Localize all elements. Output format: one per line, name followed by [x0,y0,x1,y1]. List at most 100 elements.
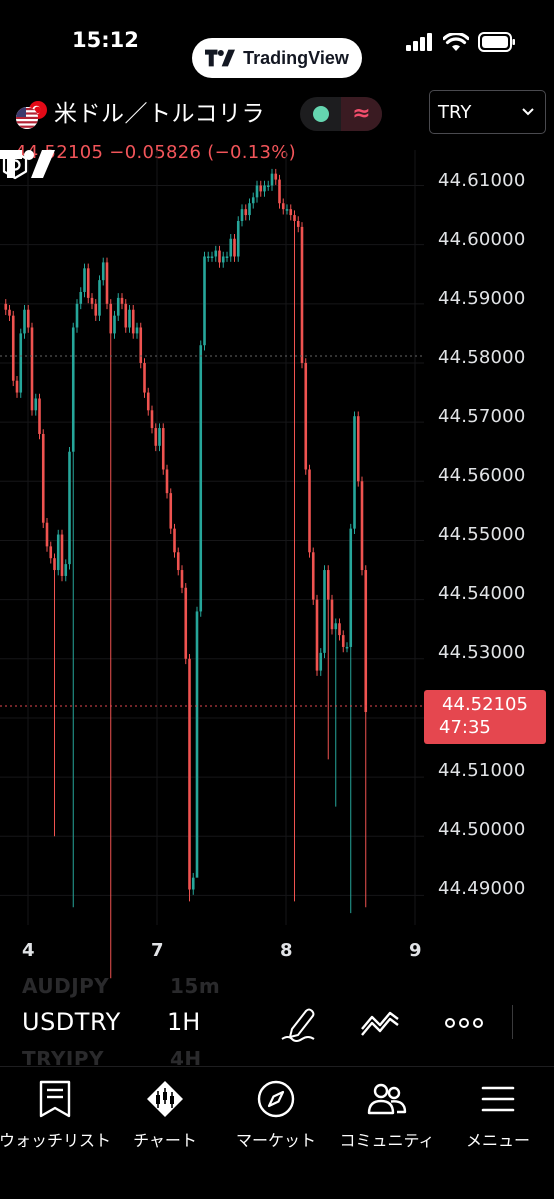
candle-body [101,262,105,281]
candle-body [236,220,240,257]
candle-body [68,451,71,565]
price-axis-label: 44.59000 [438,288,526,309]
usd-try-flag-icon [16,101,47,129]
candle-body [169,493,173,529]
nav-label: チャート [133,1131,197,1150]
candle-body [161,428,165,470]
candle-body [353,416,356,529]
candle-body [83,268,86,292]
candle-body [165,469,169,494]
symbol-selector[interactable]: USDTRY [22,1008,121,1036]
candle-body [270,173,274,186]
candle-body [341,635,345,647]
chevron-down-icon [522,108,534,116]
price-axis-label: 44.50000 [438,819,526,840]
candle-body [251,197,255,204]
nav-label: メニュー [465,1131,530,1150]
candle-body [139,327,143,363]
candle-body [176,552,180,571]
nav-menu[interactable]: メニュー [443,1079,553,1151]
candle-body [38,398,41,434]
candle-body [11,315,15,381]
candle-body [120,297,124,304]
candle-body [311,552,315,600]
currency-value: TRY [438,101,472,123]
candle-body [26,309,30,328]
candle-body [143,362,146,393]
candle-body [263,185,266,192]
nav-market[interactable]: マーケット [221,1079,331,1151]
drawing-pen-icon[interactable] [278,1003,322,1043]
candle-body [255,185,259,198]
symbol-name[interactable]: 米ドル／トルコリラ [54,101,266,127]
candle-body [326,570,330,600]
candlestick-chart[interactable] [0,150,554,980]
app-pill[interactable]: TradingView [192,38,362,78]
nav-label: コミュニティ [339,1131,435,1150]
candle-body [131,309,135,334]
candle-body [135,327,139,334]
candle-body [199,345,203,612]
price-change: 44.52105 −0.05826 (−0.13%) [15,142,296,163]
time-axis-label: 7 [151,940,164,961]
candle-countdown: 47:35 [439,717,491,738]
chart-toolbar: AUDJPY 15m USDTRY 1H TRYJPY 4H [0,975,554,1065]
candle-body [45,522,49,547]
price-axis-label: 44.54000 [438,583,526,604]
nav-label: マーケット [235,1131,316,1150]
candle-body [330,599,334,630]
candle-body [34,398,38,411]
candle-body [203,256,206,346]
candle-body [323,570,326,653]
candle-body [214,250,218,257]
price-axis-label: 44.60000 [438,229,526,250]
price-axis-label: 44.56000 [438,465,526,486]
more-options-icon[interactable] [442,1003,486,1043]
candle-body [244,209,248,216]
candle-body [128,309,131,328]
candle-body [315,599,319,671]
currency-select[interactable]: TRY [429,90,546,134]
candle-body [334,623,338,630]
interval-selector[interactable]: 1H [167,1008,201,1036]
candle-body [259,185,263,192]
candle-body [4,303,8,310]
candle-body [184,587,188,659]
nav-chart[interactable]: チャート [110,1079,220,1151]
nav-watchlist[interactable]: ウォッチリスト [0,1079,111,1151]
system-icons [406,32,516,52]
candle-body [15,380,19,393]
price-axis-label: 44.57000 [438,406,526,427]
price-chart[interactable]: 44.61000 44.60000 44.59000 44.58000 44.5… [0,150,554,980]
candle-body [206,256,210,258]
ghost-interval: 4H [170,1047,202,1065]
candle-body [49,546,53,559]
candle-body [180,570,184,588]
candle-body [53,558,56,571]
candle-body [150,410,154,429]
candle-body [345,646,349,649]
candle-body [233,238,236,257]
last-price-badge: 44.52105 47:35 [424,690,546,744]
candle-body [105,262,109,304]
price-axis-label: 44.51000 [438,760,526,781]
indicators-icon[interactable] [358,1003,402,1043]
candle-body [356,416,360,482]
market-status-pill[interactable]: ≈ [300,97,382,131]
time-axis-label: 4 [22,940,35,961]
wifi-icon [443,32,469,51]
toolbar-divider [512,1005,513,1039]
market-open-dot-icon [312,106,329,122]
candle-body [225,256,229,258]
ghost-symbol: TRYJPY [22,1047,105,1065]
candle-body [188,658,191,890]
chart-settings-icon[interactable] [0,150,30,180]
candle-body [210,256,214,258]
candle-body [240,209,244,221]
candle-body [116,297,120,316]
ghost-symbol: AUDJPY [22,975,110,998]
symbol-header[interactable]: 米ドル／トルコリラ ≈ 44.52105 −0.05826 (−0.13%) [0,88,554,168]
candle-body [30,327,34,411]
nav-community[interactable]: コミュニティ [332,1079,442,1151]
candle-body [94,303,98,316]
